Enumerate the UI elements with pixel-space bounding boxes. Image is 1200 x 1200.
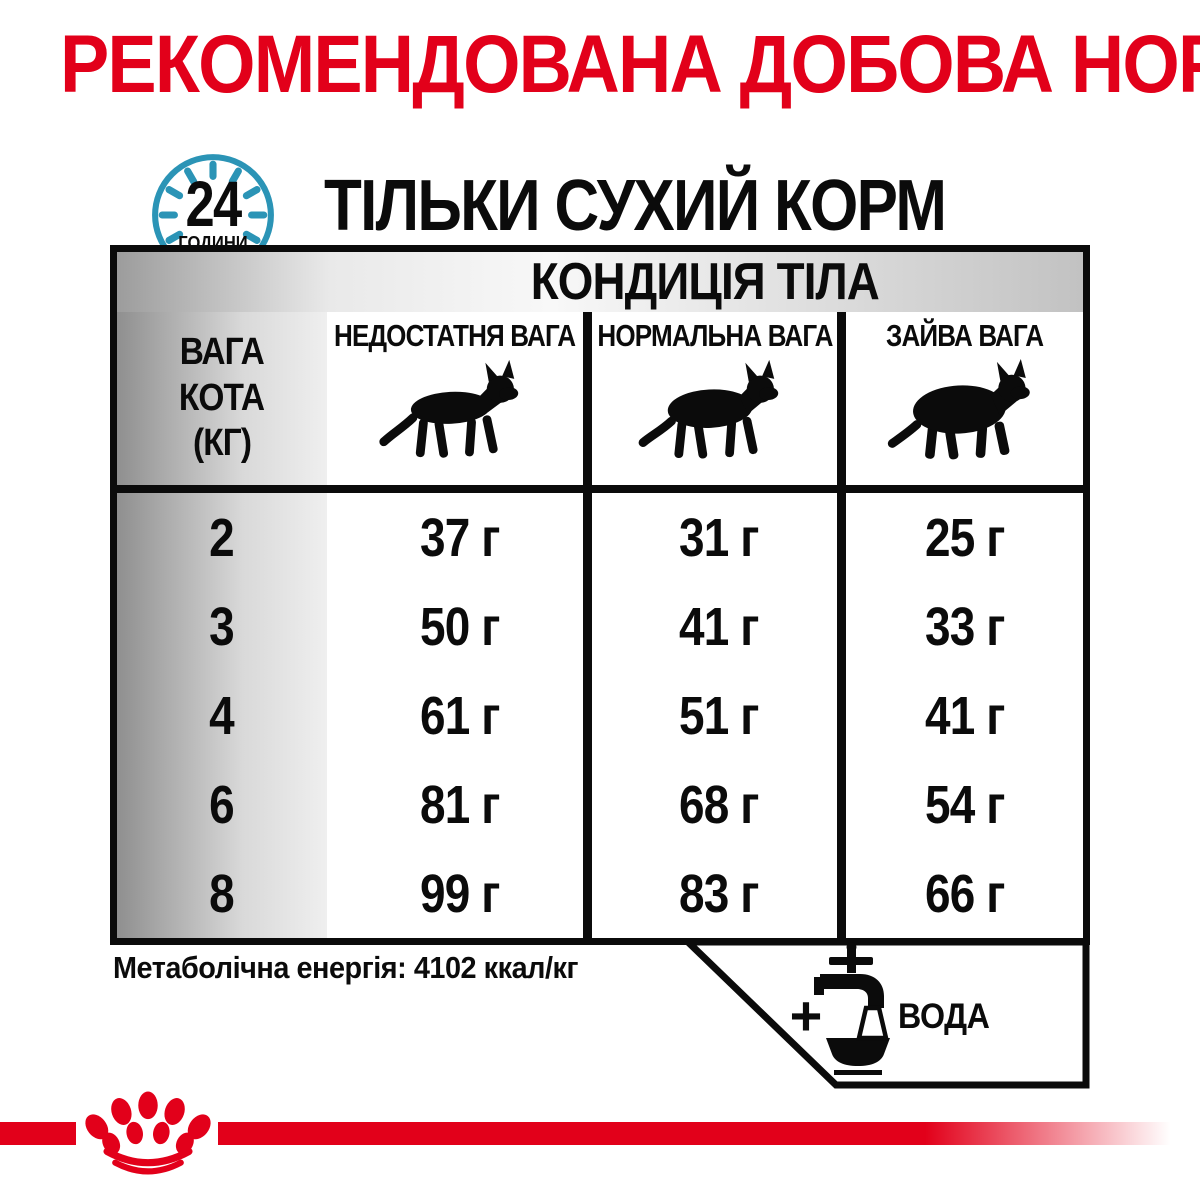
column-divider-2 <box>837 312 846 938</box>
normal-cat-icon <box>638 359 778 459</box>
table-row: 2 37 г 31 г 25 г <box>117 493 1083 582</box>
plus-sign: + <box>789 984 823 1047</box>
water-label: ВОДА <box>898 997 990 1036</box>
brand-band-right <box>218 1122 1200 1145</box>
underweight-ration-cell: 61 г <box>419 685 500 746</box>
column-header-overweight: ЗАЙВА ВАГА <box>846 312 1083 485</box>
clock-24h-icon <box>152 154 274 276</box>
table-header-band <box>117 252 1083 312</box>
normal-ration-cell: 51 г <box>679 685 759 746</box>
overweight-ration-cell: 41 г <box>924 685 1005 746</box>
normal-ration-cell: 68 г <box>679 774 759 835</box>
normal-ration-cell: 41 г <box>679 596 759 657</box>
page-title: РЕКОМЕНДОВАНА ДОБОВА НОРМА <box>60 19 1200 110</box>
overweight-ration-cell: 54 г <box>924 774 1005 835</box>
feeding-table: КОНДИЦІЯ ТІЛА ВАГА КОТА (КГ) НЕДОСТАТНЯ … <box>110 245 1090 945</box>
cat-weight-cell: 6 <box>209 774 236 835</box>
fat-cat-icon <box>887 359 1030 460</box>
table-row: 8 99 г 83 г 66 г <box>117 849 1083 938</box>
underweight-ration-cell: 81 г <box>419 774 500 835</box>
table-row: 4 61 г 51 г 41 г <box>117 671 1083 760</box>
weight-column-background <box>117 312 327 938</box>
cat-weight-column-header: ВАГА КОТА (КГ) <box>179 331 265 465</box>
overweight-ration-cell: 25 г <box>924 507 1005 568</box>
underweight-ration-cell: 99 г <box>419 863 500 924</box>
royal-canin-crown-logo <box>85 1091 211 1175</box>
header-row-divider <box>117 485 1083 493</box>
table-row: 3 50 г 41 г 33 г <box>117 582 1083 671</box>
cat-weight-cell: 4 <box>209 685 236 746</box>
underweight-ration-cell: 50 г <box>419 596 500 657</box>
table-row: 6 81 г 68 г 54 г <box>117 760 1083 849</box>
overweight-ration-cell: 33 г <box>924 596 1005 657</box>
dry-food-subtitle: ТІЛЬКИ СУХИЙ КОРМ <box>324 166 947 246</box>
cat-weight-cell: 2 <box>209 507 236 568</box>
cat-weight-cell: 8 <box>209 863 236 924</box>
column-divider-1 <box>583 312 592 938</box>
column-header-underweight: НЕДОСТАТНЯ ВАГА <box>327 312 583 485</box>
faucet-water-icon <box>679 938 1090 1089</box>
clock-hours-value: 24 <box>185 168 242 240</box>
underweight-ration-cell: 37 г <box>419 507 500 568</box>
overweight-ration-cell: 66 г <box>924 863 1005 924</box>
column-header-normal-weight: НОРМАЛЬНА ВАГА <box>592 312 837 485</box>
metabolic-energy-note: Метаболічна енергія: 4102 ккал/кг <box>113 950 579 985</box>
cat-weight-cell: 3 <box>209 596 236 657</box>
body-condition-header: КОНДИЦІЯ ТІЛА <box>530 253 880 311</box>
thin-cat-icon <box>379 359 519 458</box>
normal-ration-cell: 83 г <box>679 863 759 924</box>
feeding-rows: 2 37 г 31 г 25 г 3 50 г 41 г 33 г 4 61 г… <box>117 493 1083 938</box>
normal-ration-cell: 31 г <box>679 507 759 568</box>
brand-band-left <box>0 1122 76 1145</box>
